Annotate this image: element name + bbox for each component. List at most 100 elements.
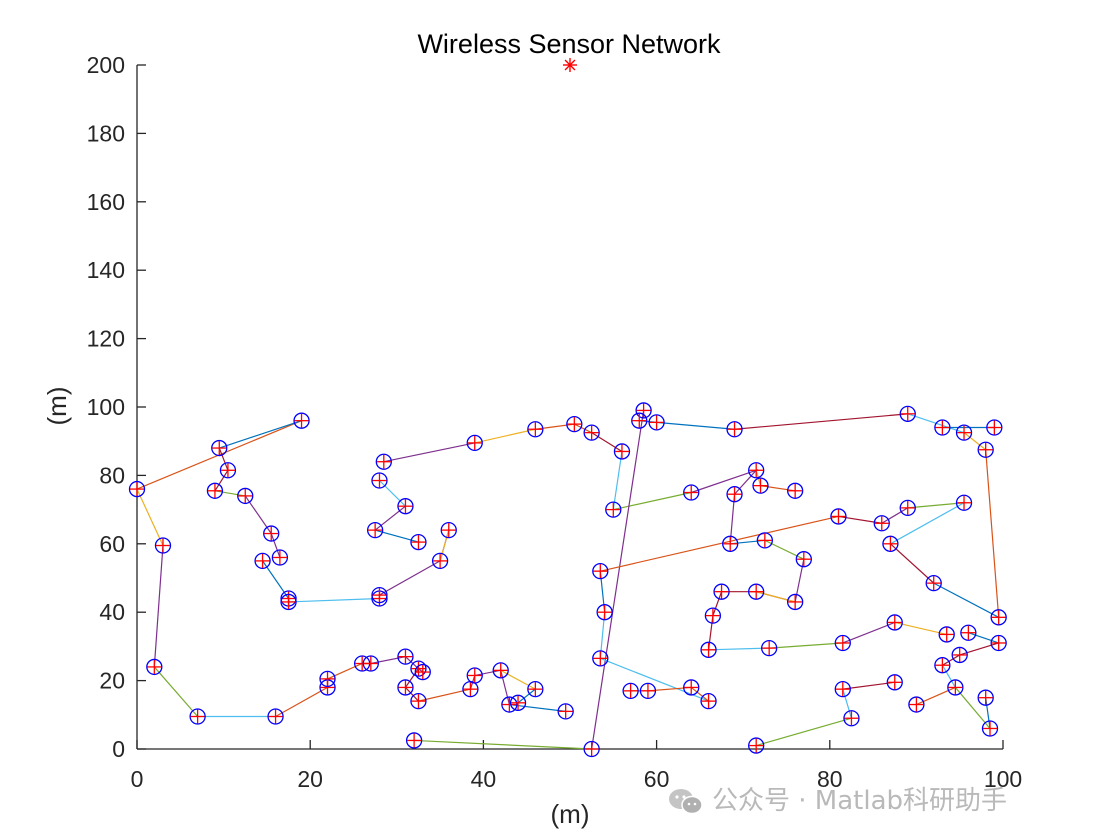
sensor-node xyxy=(683,484,700,501)
node-circle xyxy=(756,532,773,549)
sensor-node xyxy=(977,441,994,458)
node-circle xyxy=(752,477,769,494)
sensor-node xyxy=(366,521,384,539)
sensor-node xyxy=(527,421,544,438)
node-circle xyxy=(527,681,544,698)
sensor-node xyxy=(371,472,388,489)
x-tick-label: 60 xyxy=(644,766,670,792)
node-circle xyxy=(722,535,739,552)
sensor-node xyxy=(700,641,717,658)
node-circle xyxy=(795,551,812,568)
node-circle xyxy=(639,682,657,700)
sensor-node xyxy=(146,658,163,676)
link-line xyxy=(379,529,450,596)
sensor-node xyxy=(756,532,773,549)
node-circle xyxy=(527,421,544,438)
link-line xyxy=(214,490,246,497)
sensor-node xyxy=(293,412,310,429)
link-line xyxy=(136,488,164,546)
sensor-node xyxy=(886,614,903,631)
link-line xyxy=(591,432,623,452)
y-tick-label: 100 xyxy=(87,394,125,420)
node-circle xyxy=(899,499,916,517)
sensor-node xyxy=(371,586,388,604)
link-line xyxy=(769,642,843,649)
node-circle xyxy=(128,480,146,498)
node-circle xyxy=(704,607,722,624)
y-tick-label: 120 xyxy=(87,326,125,352)
sensor-node xyxy=(622,682,639,700)
sensor-node xyxy=(955,494,973,511)
link-line xyxy=(963,432,987,451)
link-line xyxy=(842,681,895,690)
sensor-node xyxy=(592,563,609,580)
node-circle xyxy=(492,662,509,679)
sensor-node xyxy=(211,439,228,457)
sensor-node xyxy=(761,639,778,657)
node-circle xyxy=(977,689,994,706)
node-circle xyxy=(280,593,297,611)
sensor-node xyxy=(873,515,890,532)
node-circle xyxy=(189,708,206,725)
sensor-node xyxy=(787,482,804,499)
sensor-node xyxy=(843,710,860,727)
sensor-node xyxy=(466,667,483,684)
node-circle xyxy=(362,655,379,672)
node-circle xyxy=(748,583,765,600)
link-line xyxy=(630,686,709,702)
node-circle xyxy=(466,434,483,452)
link-line xyxy=(600,515,839,572)
link-line xyxy=(954,687,991,729)
link-line xyxy=(474,428,536,444)
sensor-node xyxy=(254,552,271,570)
link-line xyxy=(708,647,770,651)
node-circle xyxy=(605,501,622,518)
sensor-node xyxy=(648,414,665,431)
sensor-node xyxy=(583,740,600,758)
sensor-node xyxy=(726,421,743,438)
sensor-node xyxy=(410,692,427,710)
sensor-node xyxy=(397,498,414,515)
node-circle xyxy=(834,681,851,698)
link-line xyxy=(890,502,965,545)
node-circle xyxy=(501,696,518,713)
sensor-node xyxy=(206,482,224,499)
node-circle xyxy=(908,696,925,713)
node-circle xyxy=(592,650,609,667)
sensor-node xyxy=(981,720,999,737)
link-line xyxy=(383,442,475,463)
node-circle xyxy=(748,737,765,754)
link-line xyxy=(916,686,956,706)
node-circle xyxy=(951,646,968,664)
sink-node xyxy=(563,58,577,72)
node-circle xyxy=(263,525,280,542)
sensor-node xyxy=(986,419,1003,436)
sensor-node xyxy=(362,655,379,672)
node-circle xyxy=(219,462,237,479)
sensor-node xyxy=(462,681,479,698)
sensor-node xyxy=(639,682,657,700)
node-circle xyxy=(886,674,903,691)
node-circle xyxy=(211,439,228,457)
sensor-node xyxy=(527,681,544,698)
watermark-text: 公众号 · Matlab科研助手 xyxy=(712,786,1008,816)
link-line xyxy=(275,662,371,718)
link-line xyxy=(379,480,406,507)
link-line xyxy=(907,502,965,509)
node-circle xyxy=(834,634,851,652)
sensor-node xyxy=(501,696,518,713)
node-circle xyxy=(648,414,665,431)
sensor-node xyxy=(955,424,973,441)
x-tick-label: 20 xyxy=(297,766,323,792)
node-circle xyxy=(366,521,384,539)
node-circle xyxy=(886,614,903,631)
sensor-node xyxy=(319,670,336,688)
sensor-node xyxy=(908,696,925,713)
link-line xyxy=(509,703,566,712)
link-line xyxy=(894,621,947,636)
sensor-node xyxy=(405,732,423,749)
node-circle xyxy=(466,667,483,684)
node-circle xyxy=(405,732,423,749)
sensor-node xyxy=(882,535,899,552)
node-circle xyxy=(977,441,994,458)
